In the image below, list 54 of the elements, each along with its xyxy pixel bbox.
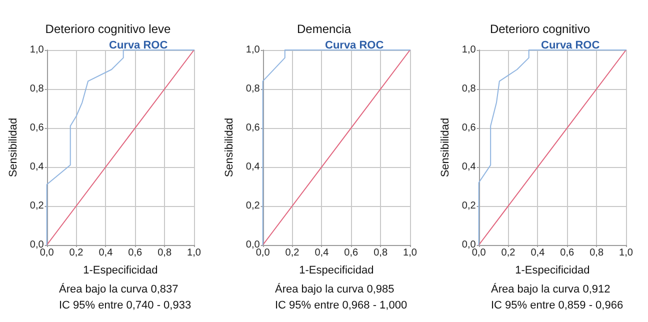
x-tick-label: 0,8	[158, 248, 172, 258]
x-tick-label: 0,0	[256, 248, 270, 258]
line-series	[262, 50, 410, 246]
x-tick-label: 0,6	[128, 248, 143, 258]
y-tick-label: 0,4	[462, 162, 476, 172]
chart-title: Deterioro cognitivo leve	[45, 22, 172, 36]
text: Área bajo la curva 0,985	[275, 282, 394, 296]
y-tick-label: 0,4	[30, 162, 44, 172]
y-tick-label: 0,6	[30, 122, 44, 134]
y-tick-label: 0,2	[30, 200, 44, 212]
text: IC 95% entre 0,968 - 1,000	[275, 300, 408, 312]
x-axis-title: 1-Especificidad	[515, 264, 590, 276]
chart-title: Deterioro cognitivo	[490, 22, 590, 36]
x-tick-label: 0,4	[530, 248, 546, 258]
x-tick-label: 0,8	[374, 248, 388, 258]
y-tick-label: 1,0	[462, 44, 476, 56]
chart-title: Demencia	[296, 22, 352, 36]
x-tick-label: 0,0	[472, 248, 486, 258]
x-tick-label: 1,0	[403, 248, 418, 258]
x-tick-label: 0,2	[69, 248, 84, 258]
y-axis-title: Sensibilidad	[440, 118, 452, 178]
text: Área bajo la curva 0,912	[491, 282, 610, 296]
x-axis-title: 1-Especificidad	[299, 264, 374, 276]
x-tick-label: 0,0	[40, 248, 54, 258]
x-tick-label: 1,0	[619, 248, 634, 258]
x-tick-label: 0,2	[285, 248, 300, 258]
y-tick-label: 0,6	[246, 122, 260, 134]
y-tick-label: 0,8	[462, 84, 476, 94]
y-tick-label: 0,8	[30, 84, 44, 94]
y-axis-title: Sensibilidad	[8, 118, 20, 178]
y-tick-label: 0,4	[246, 162, 260, 172]
x-tick-label: 0,8	[590, 248, 604, 258]
y-tick-label: 0,8	[246, 84, 260, 94]
chart-subtitle: Curva ROC	[541, 40, 600, 52]
chart-subtitle: Curva ROC	[109, 40, 168, 52]
line-series	[478, 50, 626, 246]
x-axis-title: 1-Especificidad	[83, 264, 158, 276]
x-tick-label: 0,2	[501, 248, 516, 258]
x-tick-label: 1,0	[187, 248, 202, 258]
y-tick-label: 1,0	[246, 44, 260, 56]
text: IC 95% entre 0,740 - 0,933	[59, 300, 192, 312]
x-tick-label: 0,6	[344, 248, 359, 258]
line-series	[46, 50, 194, 246]
y-tick-label: 1,0	[30, 44, 44, 56]
y-tick-label: 0,2	[246, 200, 260, 212]
x-tick-label: 0,4	[98, 248, 114, 258]
chart-subtitle: Curva ROC	[325, 40, 384, 52]
y-tick-label: 0,2	[462, 200, 476, 212]
x-tick-label: 0,6	[560, 248, 575, 258]
text: IC 95% entre 0,859 - 0,966	[491, 300, 624, 312]
y-axis-title: Sensibilidad	[224, 118, 236, 178]
x-tick-label: 0,4	[314, 248, 330, 258]
text: Área bajo la curva 0,837	[59, 282, 178, 296]
y-tick-label: 0,6	[462, 122, 476, 134]
